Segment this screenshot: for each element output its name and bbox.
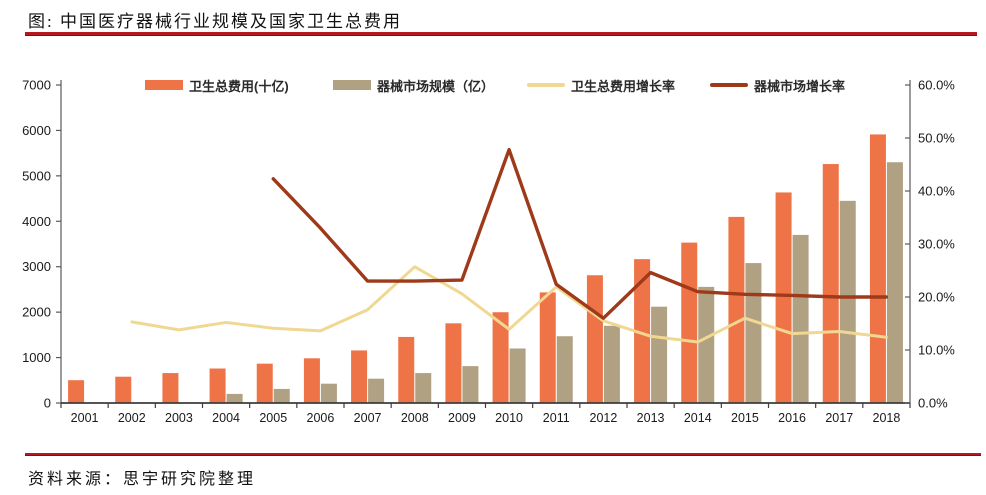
left-axis-tick-label: 6000 bbox=[22, 123, 51, 138]
x-axis-year-label: 2011 bbox=[543, 411, 570, 425]
bar-device-2007 bbox=[368, 378, 385, 403]
chart-canvas: 0 1000 2000 3000 4000 5000 6000 7000 0.0% 10.0% 20… bbox=[22, 78, 955, 426]
bar-health-2006 bbox=[303, 358, 320, 403]
bar-health-2005 bbox=[256, 363, 273, 403]
x-axis-year-label: 2017 bbox=[825, 411, 853, 425]
left-axis-tick-label: 2000 bbox=[22, 305, 51, 320]
left-axis-tick-label: 1000 bbox=[22, 350, 51, 365]
bar-device-2012 bbox=[603, 325, 620, 403]
chart-legend: 卫生总费用(十亿) 器械市场规模（亿） 卫生总费用增长率 器械市场增长率 bbox=[0, 76, 986, 94]
x-axis-year-label: 2013 bbox=[637, 411, 665, 425]
top-rule bbox=[25, 32, 977, 36]
left-axis-tick-label: 4000 bbox=[22, 214, 51, 229]
bar-health-2014 bbox=[681, 242, 698, 403]
x-axis-year-label: 2005 bbox=[259, 411, 287, 425]
right-axis-tick-label: 10.0% bbox=[918, 343, 955, 358]
bar-device-2018 bbox=[886, 162, 903, 403]
legend-item-health-growth: 卫生总费用增长率 bbox=[527, 76, 675, 94]
bar-device-2014 bbox=[698, 286, 715, 403]
bar-device-2015 bbox=[745, 263, 762, 403]
legend-swatch-device-growth bbox=[710, 83, 748, 87]
x-axis-year-label: 2002 bbox=[118, 411, 146, 425]
bar-device-2005 bbox=[273, 388, 290, 403]
bar-device-2017 bbox=[839, 200, 856, 403]
x-axis-year-label: 2010 bbox=[495, 411, 523, 425]
left-axis-tick-label: 3000 bbox=[22, 259, 51, 274]
bar-device-2010 bbox=[509, 348, 526, 403]
right-axis-tick-label: 20.0% bbox=[918, 290, 955, 305]
bar-health-2012 bbox=[586, 275, 603, 403]
bar-device-2004 bbox=[226, 393, 243, 403]
legend-swatch-health-expenditure bbox=[145, 80, 183, 90]
bar-device-2009 bbox=[462, 366, 479, 403]
x-axis-year-label: 2001 bbox=[71, 411, 99, 425]
x-axis-year-label: 2018 bbox=[873, 411, 901, 425]
bar-device-2006 bbox=[320, 383, 337, 403]
legend-label-health-growth: 卫生总费用增长率 bbox=[571, 78, 676, 94]
bar-health-2015 bbox=[728, 216, 745, 403]
bar-device-2016 bbox=[792, 234, 809, 403]
x-axis-year-label: 2009 bbox=[448, 411, 476, 425]
bar-health-2004 bbox=[209, 368, 226, 403]
x-axis-year-label: 2003 bbox=[165, 411, 193, 425]
bar-health-2002 bbox=[115, 376, 132, 403]
left-axis-tick-label: 7000 bbox=[22, 78, 51, 93]
bar-health-2001 bbox=[68, 380, 85, 403]
x-axis-year-label: 2004 bbox=[212, 411, 240, 425]
legend-label-health-expenditure: 卫生总费用(十亿) bbox=[189, 78, 289, 94]
bar-health-2017 bbox=[822, 164, 839, 403]
x-axis-year-label: 2007 bbox=[354, 411, 382, 425]
bar-health-2003 bbox=[162, 373, 179, 403]
figure-title: 图: 中国医疗器械行业规模及国家卫生总费用 bbox=[28, 12, 402, 31]
x-axis-year-label: 2015 bbox=[731, 411, 759, 425]
legend-label-device-market: 器械市场规模（亿） bbox=[377, 78, 495, 94]
right-axis-tick-label: 40.0% bbox=[918, 184, 955, 199]
legend-item-device-growth: 器械市场增长率 bbox=[710, 76, 845, 94]
line-health-growth bbox=[130, 265, 888, 344]
right-axis-tick-label: 30.0% bbox=[918, 237, 955, 252]
bar-health-2008 bbox=[398, 336, 415, 403]
bar-health-2009 bbox=[445, 323, 462, 403]
right-axis-tick-label: 60.0% bbox=[918, 78, 955, 93]
x-axis-year-label: 2014 bbox=[684, 411, 712, 425]
bar-health-2013 bbox=[634, 259, 651, 403]
left-axis-tick-label: 0 bbox=[44, 396, 51, 411]
x-axis-year-label: 2012 bbox=[590, 411, 618, 425]
bar-health-2010 bbox=[492, 312, 509, 403]
bottom-rule bbox=[25, 453, 981, 456]
right-axis-tick-label: 50.0% bbox=[918, 131, 955, 146]
x-axis-year-label: 2016 bbox=[778, 411, 806, 425]
x-axis-year-label: 2008 bbox=[401, 411, 429, 425]
right-axis-tick-label: 0.0% bbox=[918, 396, 948, 411]
legend-item-health-expenditure: 卫生总费用(十亿) bbox=[145, 76, 289, 94]
source-note: 资料来源：思宇研究院整理 bbox=[28, 471, 257, 488]
legend-swatch-device-market bbox=[333, 80, 371, 90]
legend-item-device-market: 器械市场规模（亿） bbox=[333, 76, 494, 94]
bar-health-2007 bbox=[351, 350, 368, 403]
x-axis-year-label: 2006 bbox=[307, 411, 335, 425]
line-device-growth bbox=[271, 147, 889, 320]
bar-device-2008 bbox=[415, 373, 432, 403]
legend-label-device-growth: 器械市场增长率 bbox=[754, 78, 846, 94]
bar-health-2011 bbox=[539, 292, 556, 403]
bar-health-2018 bbox=[869, 134, 886, 404]
bar-device-2013 bbox=[651, 306, 668, 403]
bar-device-2011 bbox=[556, 336, 573, 403]
bar-health-2016 bbox=[775, 192, 792, 403]
left-axis-tick-label: 5000 bbox=[22, 168, 51, 183]
legend-swatch-health-growth bbox=[527, 83, 565, 87]
